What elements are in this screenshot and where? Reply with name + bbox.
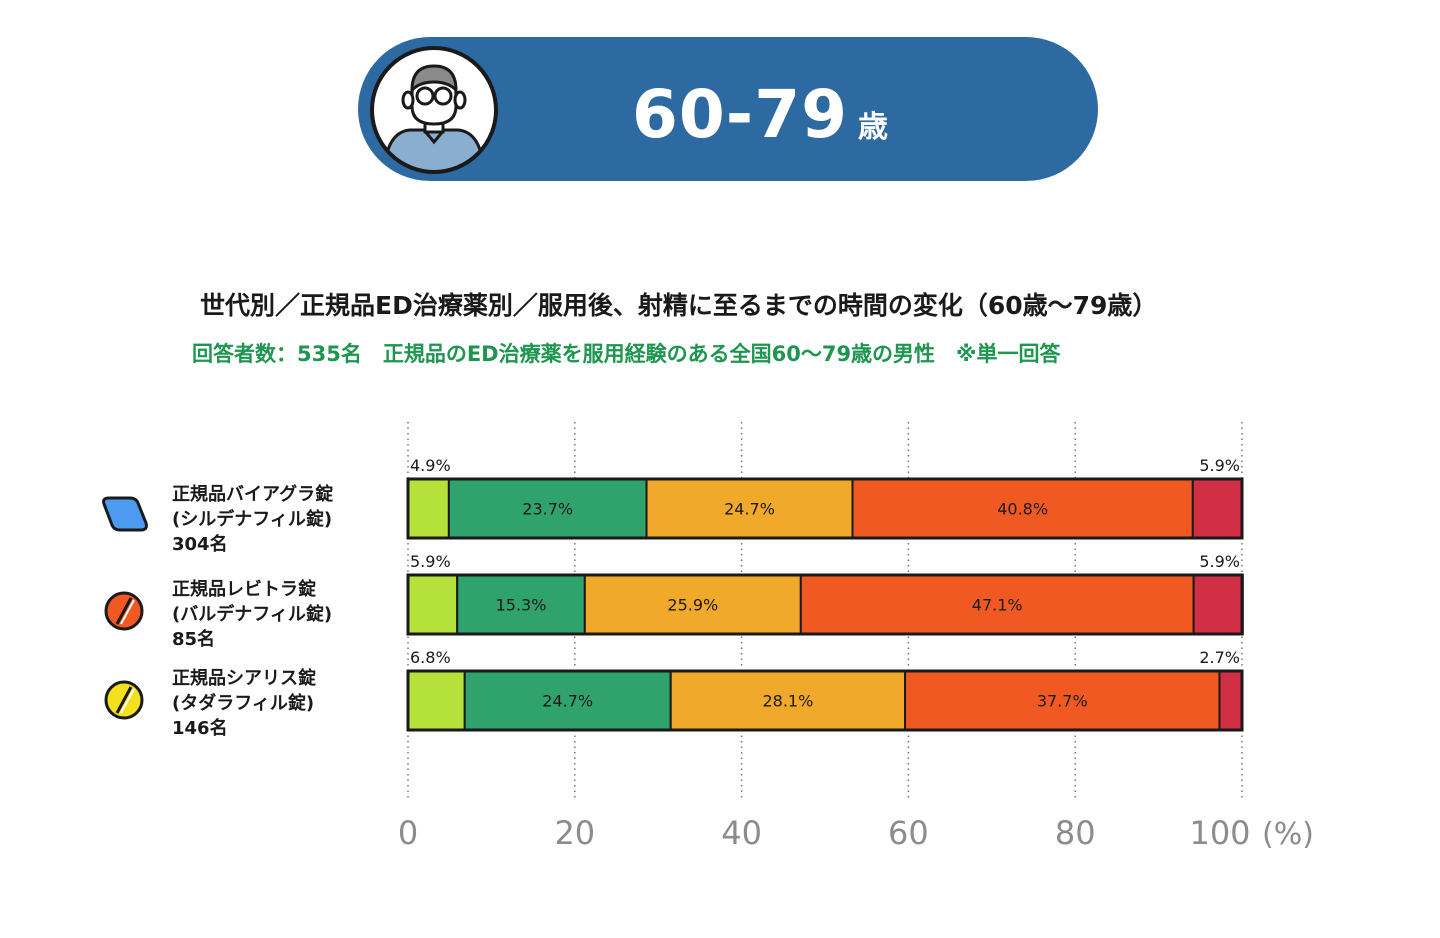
chart-subtitle: 回答者数：535名 正規品のED治療薬を服用経験のある全国60〜79歳の男性 ※… — [192, 342, 1061, 366]
legend-label-generic: (シルデナフィル錠) — [172, 509, 333, 530]
x-tick-label: 100 — [1189, 814, 1250, 852]
legend-label-name: 正規品バイアグラ錠 — [172, 484, 334, 505]
data-label: 6.8% — [410, 648, 451, 667]
x-tick-label: 60 — [888, 814, 929, 852]
x-tick-label: 80 — [1055, 814, 1096, 852]
bar-segment — [669, 670, 907, 731]
legend-label-generic: (バルデナフィル錠) — [172, 604, 333, 625]
data-label: 25.9% — [667, 596, 718, 615]
bar-outline — [406, 573, 1244, 636]
legend-label-count: 85名 — [172, 629, 216, 650]
data-label: 5.9% — [1199, 552, 1240, 571]
x-tick-label: 20 — [554, 814, 595, 852]
bar-segment — [799, 574, 1195, 635]
bar-segment — [456, 574, 586, 635]
x-axis-unit: (%) — [1262, 817, 1314, 852]
bar-segment — [463, 670, 672, 731]
data-label: 5.9% — [410, 552, 451, 571]
legend-label-count: 304名 — [172, 534, 228, 555]
bar-segment — [851, 478, 1194, 539]
x-tick-label: 0 — [398, 814, 418, 852]
bar-outline — [406, 669, 1244, 732]
bar-segment — [1191, 478, 1244, 539]
legend-item-levitra: 正規品レビトラ錠 (バルデナフィル錠) 85名 — [100, 577, 400, 667]
data-label: 40.8% — [997, 500, 1048, 519]
bar-segment — [1192, 574, 1244, 635]
legend-item-viagra: 正規品バイアグラ錠 (シルデナフィル錠) 304名 — [100, 482, 400, 572]
data-label: 15.3% — [496, 596, 547, 615]
bar-segment — [407, 478, 450, 539]
data-label: 24.7% — [724, 500, 775, 519]
legend-item-cialis: 正規品シアリス錠 (タダラフィル錠) 146名 — [100, 666, 400, 756]
age-group-heading: 60-79 歳 — [560, 60, 960, 160]
data-label: 5.9% — [1199, 456, 1240, 475]
data-label: 28.1% — [762, 692, 813, 711]
legend-label-count: 146名 — [172, 718, 228, 739]
chart-title: 世代別／正規品ED治療薬別／服用後、射精に至るまでの時間の変化（60歳〜79歳） — [200, 291, 1158, 320]
data-label: 24.7% — [542, 692, 593, 711]
bar-segment — [407, 670, 466, 731]
legend-label-name: 正規品レビトラ錠 — [172, 579, 316, 600]
data-label: 37.7% — [1037, 692, 1088, 711]
blue-diamond-pill-icon — [102, 496, 148, 532]
data-label: 23.7% — [522, 500, 573, 519]
age-unit: 歳 — [858, 110, 889, 145]
data-label: 47.1% — [972, 596, 1023, 615]
x-tick-label: 40 — [721, 814, 762, 852]
bar-segment — [1218, 670, 1243, 731]
legend-label-name: 正規品シアリス錠 — [172, 668, 316, 689]
elderly-man-avatar-icon — [370, 46, 498, 174]
age-range-value: 60-79 — [631, 76, 849, 153]
data-label: 2.7% — [1199, 648, 1240, 667]
bar-segment — [407, 574, 459, 635]
legend-label-generic: (タダラフィル錠) — [172, 693, 315, 714]
bar-outline — [406, 477, 1244, 540]
data-label: 4.9% — [410, 456, 451, 475]
yellow-round-pill-icon — [104, 680, 144, 720]
orange-round-pill-icon — [104, 591, 144, 631]
stacked-bar-chart: 4.9% 23.7% 24.7% 40.8% 5.9% 5.9% 15.3% 25.9% 47.… — [398, 422, 1314, 852]
